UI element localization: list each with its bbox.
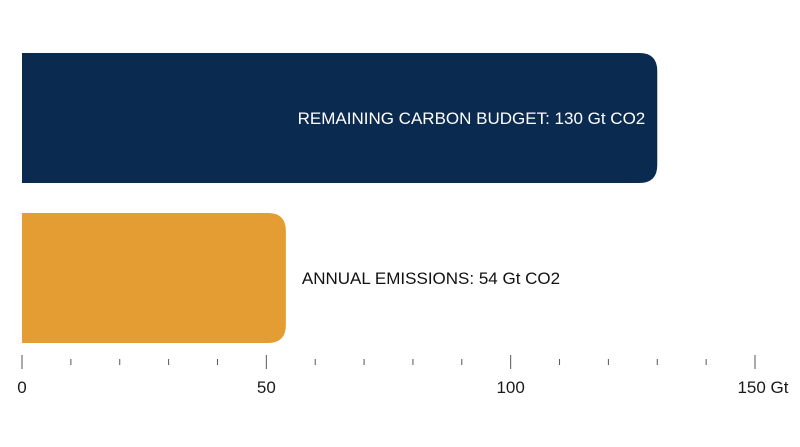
bar-data-label: REMAINING CARBON BUDGET: 130 Gt CO2 — [298, 109, 646, 128]
bar-data-label: ANNUAL EMISSIONS: 54 Gt CO2 — [302, 269, 560, 288]
tick-label: 50 — [257, 378, 276, 397]
tick-label: 150 Gt — [737, 378, 788, 397]
tick-label: 100 — [496, 378, 524, 397]
bar-remaining-carbon-budget — [22, 53, 658, 183]
bar-annual-emissions — [22, 213, 286, 343]
tick-label: 0 — [17, 378, 26, 397]
